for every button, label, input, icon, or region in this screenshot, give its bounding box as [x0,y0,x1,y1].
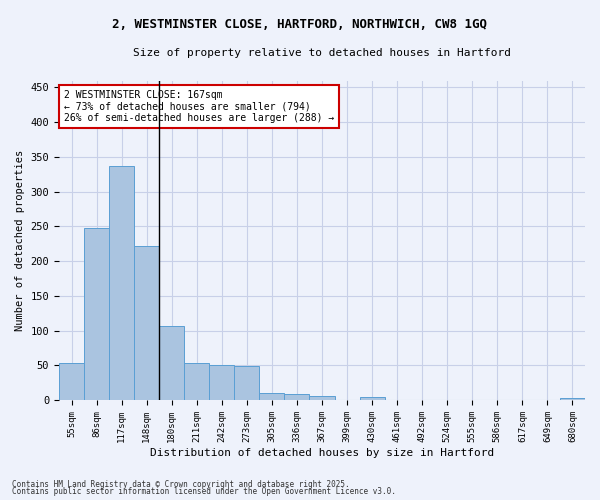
Text: 2 WESTMINSTER CLOSE: 167sqm
← 73% of detached houses are smaller (794)
26% of se: 2 WESTMINSTER CLOSE: 167sqm ← 73% of det… [64,90,335,124]
Text: Contains public sector information licensed under the Open Government Licence v3: Contains public sector information licen… [12,487,396,496]
Bar [84,228,109,400]
Bar [359,397,385,400]
Bar [59,363,84,400]
Bar [235,366,259,400]
Bar [284,394,310,400]
Bar [310,396,335,400]
Bar [259,393,284,400]
Title: Size of property relative to detached houses in Hartford: Size of property relative to detached ho… [133,48,511,58]
Bar [184,363,209,400]
Y-axis label: Number of detached properties: Number of detached properties [15,150,25,331]
X-axis label: Distribution of detached houses by size in Hartford: Distribution of detached houses by size … [150,448,494,458]
Bar [560,398,585,400]
Bar [159,326,184,400]
Bar [209,365,235,400]
Text: Contains HM Land Registry data © Crown copyright and database right 2025.: Contains HM Land Registry data © Crown c… [12,480,350,489]
Text: 2, WESTMINSTER CLOSE, HARTFORD, NORTHWICH, CW8 1GQ: 2, WESTMINSTER CLOSE, HARTFORD, NORTHWIC… [113,18,487,30]
Bar [109,166,134,400]
Bar [134,246,159,400]
